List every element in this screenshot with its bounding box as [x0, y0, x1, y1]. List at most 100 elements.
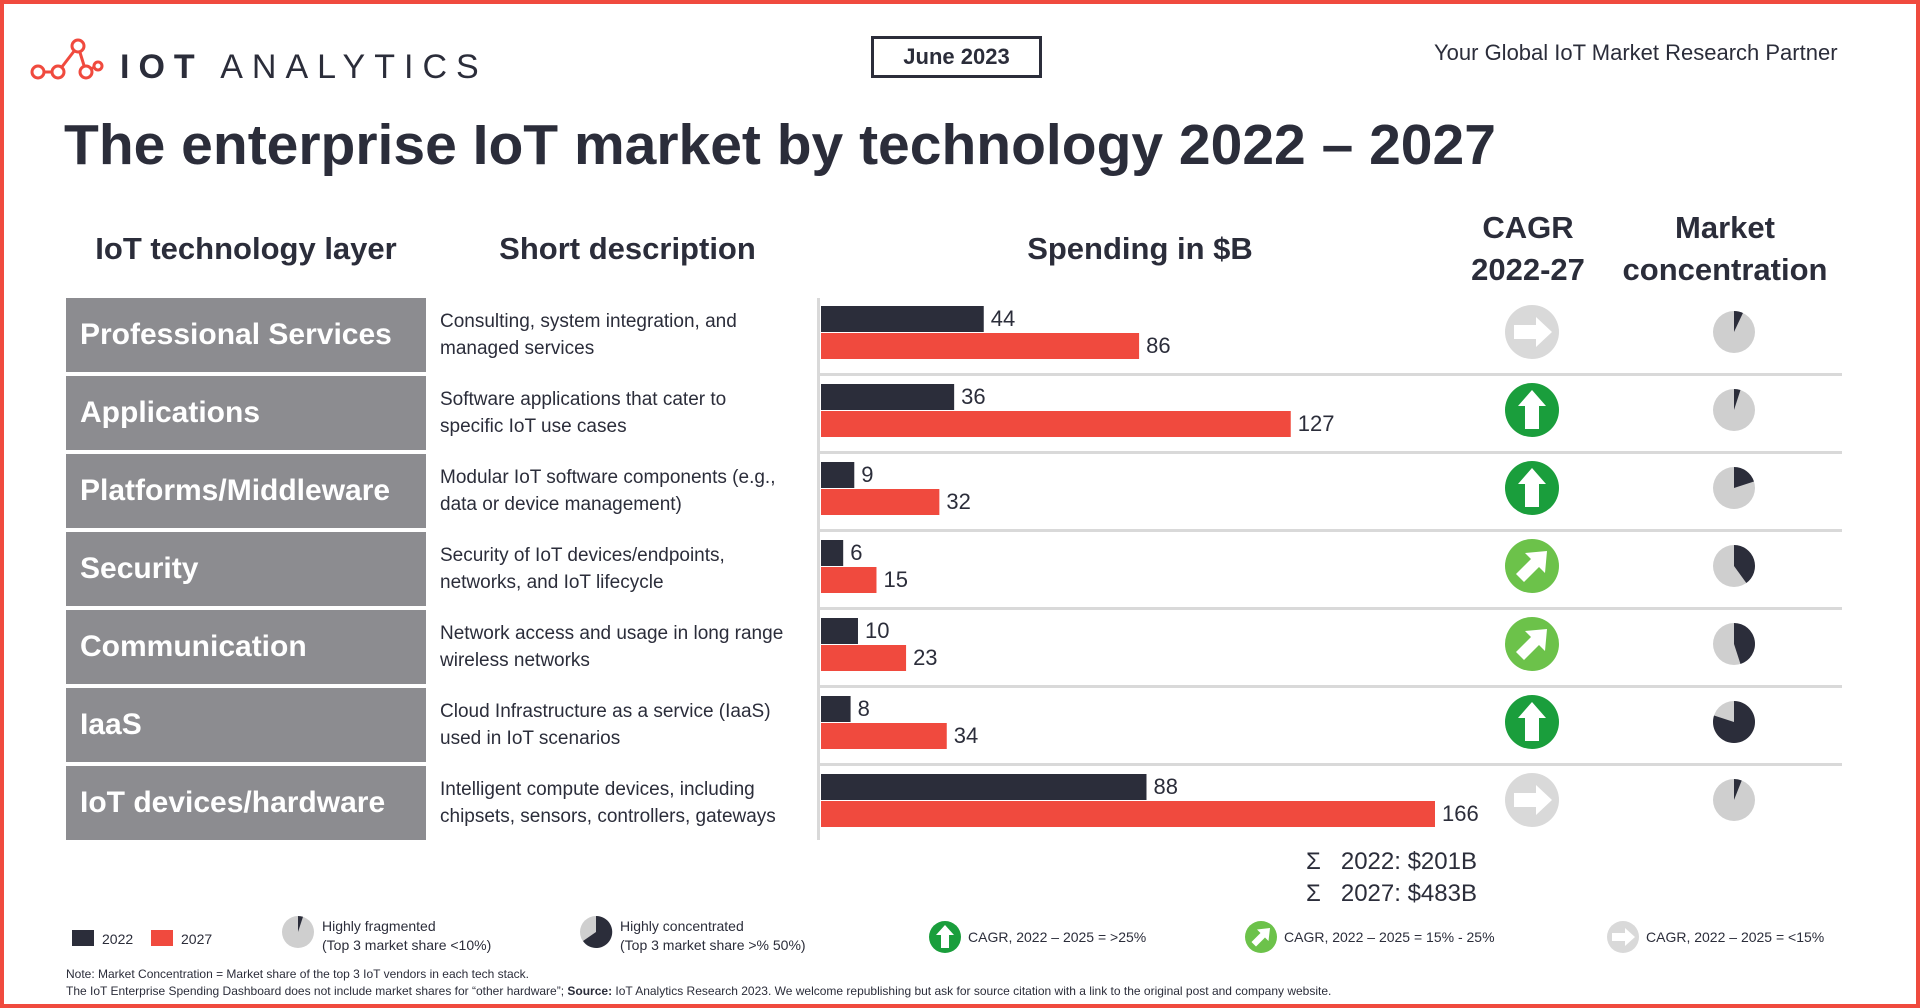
arrow-right-icon: [1607, 921, 1639, 953]
row-label: Professional Services: [66, 298, 426, 372]
legend-cagr-high: CAGR, 2022 – 2025 = >25%: [968, 929, 1147, 945]
row-label: Communication: [66, 610, 426, 684]
legend-swatch-2022: [72, 930, 94, 946]
bar-2022: [821, 774, 1147, 800]
total-2027: Σ 2027: $483B: [1306, 880, 1477, 908]
row-desc-line: Intelligent compute devices, including: [440, 779, 755, 800]
row-desc-line: chipsets, sensors, controllers, gateways: [440, 806, 776, 827]
row-desc-line: Cloud Infrastructure as a service (IaaS): [440, 701, 771, 722]
row-label: IoT devices/hardware: [66, 766, 426, 840]
concentrated-pie-icon: [580, 915, 613, 948]
logo-word-light: ANALYTICS: [220, 48, 488, 86]
row-description: Network access and usage in long range wi…: [440, 620, 810, 674]
row-desc-line: Software applications that cater to: [440, 389, 727, 410]
sigma-glyph: Σ: [1306, 880, 1321, 907]
bar-2027: [821, 645, 907, 671]
legend-label-2022: 2022: [102, 931, 134, 947]
bar-value-label: 166: [1442, 801, 1479, 826]
colhead-cagr: CAGR 2022-27: [1448, 207, 1608, 291]
bar-2027: [821, 489, 940, 515]
sigma-glyph: Σ: [1306, 848, 1321, 875]
cagr-up-arrow-glyph: [1518, 390, 1546, 429]
bar-2027: [821, 333, 1140, 359]
logo-wordmark: IOT ANALYTICS: [120, 48, 488, 87]
row-separator: [820, 373, 1842, 376]
concentration-pie-slice: [1734, 623, 1755, 664]
row-desc-line: Modular IoT software components (e.g.,: [440, 467, 776, 488]
legend-cagr-low: CAGR, 2022 – 2025 = <15%: [1646, 929, 1825, 945]
concentration-pie-slice: [1734, 389, 1741, 410]
legend-concentrated: Highly concentrated (Top 3 market share >…: [620, 917, 806, 955]
cagr-up-arrow-glyph: [1518, 468, 1546, 507]
colhead-spending: Spending in $B: [1027, 231, 1253, 266]
page-title: The enterprise IoT market by technology …: [64, 113, 1496, 177]
bar-2022: [821, 540, 844, 566]
note-source-label: Source:: [567, 984, 613, 998]
row-description: Cloud Infrastructure as a service (IaaS)…: [440, 698, 810, 752]
tagline: Your Global IoT Market Research Partner: [1434, 40, 1838, 65]
bar-2022: [821, 696, 851, 722]
row-description: Intelligent compute devices, including ch…: [440, 776, 810, 830]
colhead-layer: IoT technology layer: [95, 231, 397, 266]
bar-value-label: 10: [865, 618, 889, 643]
cagr-diagonal-arrow-glyph: [1516, 551, 1547, 582]
bar-2022: [821, 618, 858, 644]
colhead-concentration-line2: concentration: [1622, 252, 1828, 287]
note-line-2: The IoT Enterprise Spending Dashboard do…: [66, 983, 1331, 1000]
column-divider: [817, 298, 820, 840]
colhead-cagr-line2: 2022-27: [1471, 252, 1585, 287]
arrow-diagonal-icon: [1245, 921, 1277, 953]
row-description: Modular IoT software components (e.g., da…: [440, 464, 810, 518]
row-separator: [820, 685, 1842, 688]
row-desc-line: networks, and IoT lifecycle: [440, 572, 664, 593]
legend-label-2027: 2027: [181, 931, 213, 947]
cagr-right-arrow-glyph: [1514, 317, 1552, 347]
total-2027-text: 2027: $483B: [1340, 880, 1477, 907]
cagr-diagonal-arrow-glyph: [1516, 629, 1547, 660]
arrow-up-icon: [929, 921, 961, 953]
bar-2027: [821, 723, 947, 749]
row-desc-line: specific IoT use cases: [440, 416, 627, 437]
bar-value-label: 8: [858, 696, 870, 721]
colhead-concentration: Market concentration: [1612, 207, 1838, 291]
total-2022: Σ 2022: $201B: [1306, 848, 1477, 876]
concentration-pie-slice: [1734, 311, 1743, 332]
bar-value-label: 88: [1153, 774, 1177, 799]
fragmented-pie-icon: [282, 916, 314, 948]
row-label: Security: [66, 532, 426, 606]
legend-fragmented-sub: (Top 3 market share <10%): [322, 937, 492, 953]
legend-fragmented: Highly fragmented (Top 3 market share <10…: [322, 917, 491, 955]
bar-value-label: 6: [850, 540, 862, 565]
bar-2022: [821, 306, 984, 332]
row-description: Security of IoT devices/endpoints, networ…: [440, 542, 810, 596]
row-desc-line: Network access and usage in long range: [440, 623, 784, 644]
row-separator: [820, 607, 1842, 610]
row-separator: [820, 763, 1842, 766]
bar-value-label: 23: [913, 645, 937, 670]
logo-word-bold: IOT: [120, 48, 204, 86]
legend-concentrated-sub: (Top 3 market share >% 50%): [620, 937, 806, 953]
legend-cagr-medium: CAGR, 2022 – 2025 = 15% - 25%: [1284, 929, 1495, 945]
logo-icon: [30, 38, 104, 80]
bar-2027: [821, 801, 1435, 827]
colhead-concentration-line1: Market: [1675, 210, 1775, 245]
row-separator: [820, 451, 1842, 454]
row-desc-line: data or device management): [440, 494, 682, 515]
legend-concentrated-title: Highly concentrated: [620, 918, 744, 934]
bar-2022: [821, 462, 855, 488]
bar-2027: [821, 567, 877, 593]
bar-2027: [821, 411, 1291, 437]
row-desc-line: Consulting, system integration, and: [440, 311, 737, 332]
bar-value-label: 36: [961, 384, 985, 409]
date-badge: June 2023: [871, 36, 1042, 78]
row-label: Applications: [66, 376, 426, 450]
concentration-pie-slice: [1734, 545, 1755, 583]
legend-fragmented-title: Highly fragmented: [322, 918, 436, 934]
row-label: Platforms/Middleware: [66, 454, 426, 528]
legend-swatch-2027: [151, 930, 173, 946]
row-desc-line: wireless networks: [440, 650, 590, 671]
bar-value-label: 127: [1298, 411, 1335, 436]
bar-value-label: 9: [861, 462, 873, 487]
